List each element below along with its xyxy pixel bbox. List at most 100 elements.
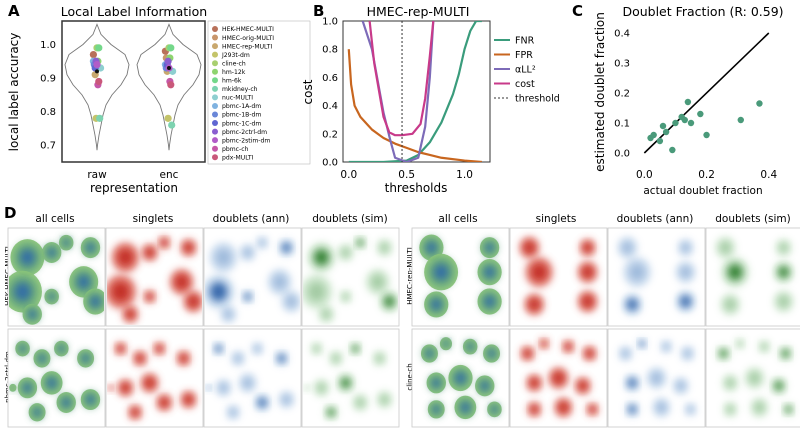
density-core: [46, 377, 57, 389]
violin-raw: [64, 23, 130, 151]
panel-a-ytick-label: 0.7: [40, 141, 56, 152]
panel-a-ytick-label: 1.0: [40, 40, 56, 51]
legend-swatch: [212, 128, 218, 135]
panel-c: Doublet Fraction (R: 0.59) estimated dou…: [593, 4, 784, 197]
scatter-point: [703, 131, 710, 139]
legend-label: hm-12k: [222, 69, 246, 76]
density-core: [19, 249, 35, 266]
legend-label: threshold: [515, 94, 560, 105]
panel-c-ytick-label: 0.4: [614, 29, 630, 40]
panel-c-ytick-label: 0.0: [614, 149, 630, 160]
scatter-point: [662, 128, 670, 136]
density-cell-area: [520, 338, 599, 418]
density-core: [760, 343, 768, 351]
legend-swatch: [212, 68, 218, 75]
density-core: [89, 295, 101, 308]
legend-swatch: [212, 43, 218, 50]
density-core: [356, 239, 364, 247]
panel-c-xlabel: actual doublet fraction: [643, 185, 762, 197]
panel-a-title: Local Label Information: [61, 4, 207, 19]
panel-letter-a: A: [8, 2, 20, 20]
density-cell-all: [411, 328, 510, 428]
legend-label: pbmc-1C-dm: [222, 120, 261, 127]
density-core: [491, 405, 498, 413]
density-core: [455, 372, 466, 384]
density-core: [160, 239, 168, 247]
density-core: [380, 242, 389, 253]
density-core: [352, 345, 359, 353]
density-core: [651, 372, 662, 384]
density-core: [432, 405, 440, 414]
density-core: [23, 383, 32, 393]
density-core: [355, 397, 365, 408]
legend-label: pbmc-ch: [222, 146, 249, 153]
density-core: [61, 397, 71, 408]
legend-swatch: [212, 60, 218, 67]
legend-label: FPR: [515, 50, 533, 61]
density-core: [308, 282, 326, 302]
density-core: [726, 405, 734, 414]
density-core: [159, 397, 169, 408]
panel-a-xlabel: representation: [90, 181, 178, 195]
density-core: [282, 242, 291, 253]
violin-point-enc: [167, 81, 175, 89]
density-core: [524, 241, 535, 254]
legend-label: pbmc-2ctrl-dm: [222, 129, 267, 136]
density-core: [144, 377, 155, 389]
density-core: [553, 372, 564, 384]
density-core: [282, 394, 291, 405]
legend-label: nuc-MULTI: [222, 95, 253, 102]
density-core: [243, 247, 252, 258]
panel-letter-c: C: [572, 2, 583, 20]
legend-label: pbmc-2stim-dm: [222, 137, 270, 144]
d-right-header-1: singlets: [536, 213, 577, 225]
d-right-header-3: doublets (sim): [715, 213, 791, 225]
density-core: [313, 249, 329, 266]
density-core: [582, 266, 593, 278]
legend-label: hm-6k: [222, 78, 242, 85]
density-core: [375, 354, 384, 363]
density-core: [327, 408, 335, 417]
density-core: [530, 405, 538, 414]
density-cell-area: [9, 234, 104, 325]
density-core: [38, 354, 46, 363]
density-core: [724, 298, 736, 311]
d-right-header-2: doublets (ann): [617, 213, 694, 225]
density-cell-sing: [509, 227, 608, 327]
panel-b-ytick-label: 0.6: [322, 73, 338, 84]
panel-letter-b: B: [313, 2, 324, 20]
legend-swatch: [212, 137, 218, 144]
panel-b-title: HMEC-rep-MULTI: [367, 4, 470, 19]
series-line-FPR: [347, 49, 482, 162]
violin-point-enc: [168, 121, 176, 129]
density-core: [583, 242, 592, 253]
density-core: [725, 378, 735, 388]
density-core: [145, 247, 154, 258]
legend-swatch: [212, 102, 218, 109]
violin-point-raw: [95, 44, 103, 52]
panel-b-ytick-label: 0.0: [322, 158, 338, 169]
density-core: [47, 247, 56, 258]
density-core: [487, 349, 496, 358]
density-core: [628, 405, 636, 414]
d-row-label-cline: cline-ch: [406, 363, 414, 390]
density-cell-dsim: [705, 328, 800, 428]
density-core: [380, 394, 389, 405]
density-core: [125, 309, 135, 319]
density-core: [11, 386, 15, 390]
density-core: [662, 343, 670, 351]
density-core: [86, 242, 95, 253]
density-core: [719, 349, 728, 358]
density-core: [425, 349, 434, 358]
legend-label: pbmc-1B-dm: [222, 112, 261, 119]
density-cell-dann: [607, 328, 706, 428]
violin-point-raw: [89, 50, 97, 59]
panel-b-xtick-label: 1.0: [456, 169, 473, 181]
density-core: [277, 354, 286, 363]
panel-b: HMEC-rep-MULTI cost thresholds 0.0 0.2 0.4…: [301, 4, 560, 195]
density-core: [229, 408, 237, 417]
density-core: [523, 349, 532, 358]
density-cell-area: [107, 342, 197, 420]
density-core: [242, 377, 253, 389]
density-core: [433, 263, 449, 281]
